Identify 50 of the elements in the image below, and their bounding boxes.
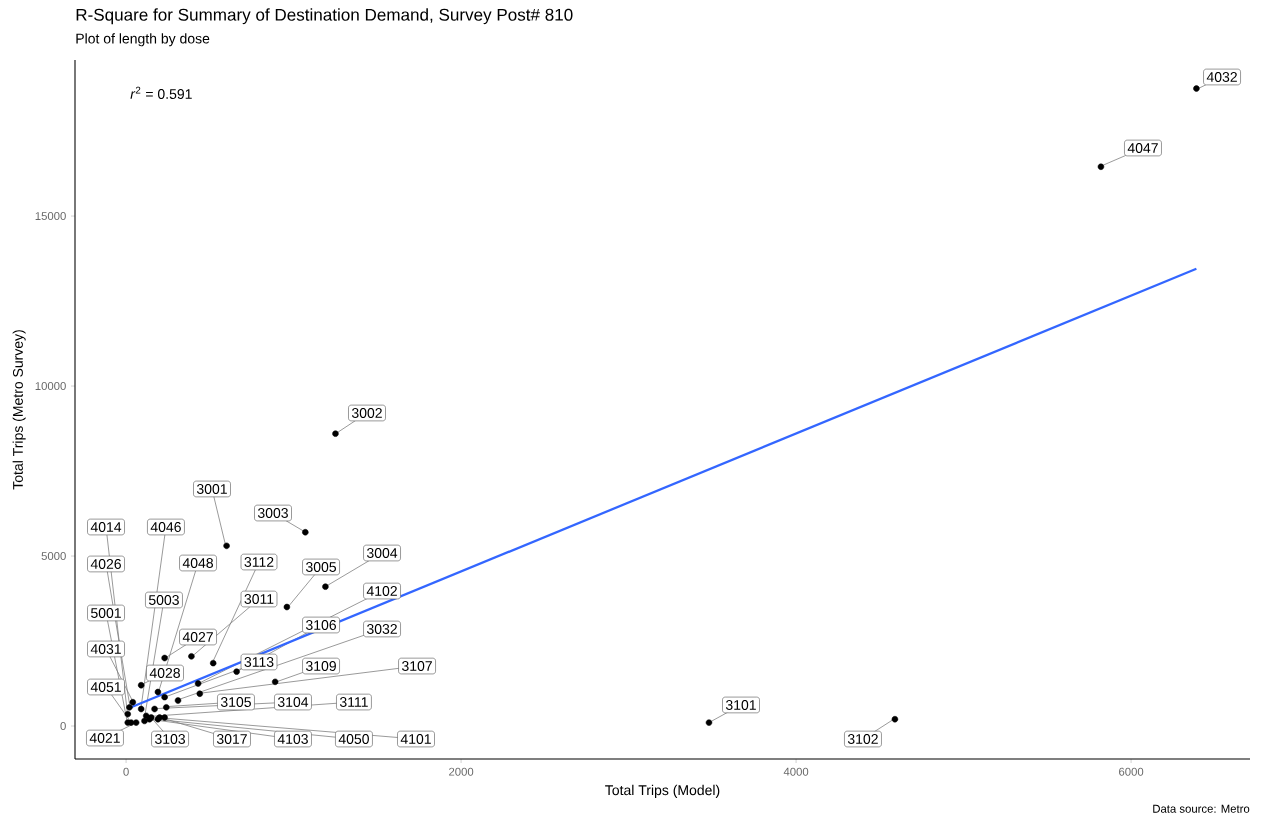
annotation: 4032 bbox=[1206, 72, 1237, 82]
annotation: 3005 bbox=[306, 562, 337, 572]
annotation: 3111 bbox=[339, 697, 368, 707]
annotation: 3107 bbox=[402, 661, 432, 671]
annotation: 4027 bbox=[182, 632, 213, 642]
annotation: 4050 bbox=[338, 734, 369, 744]
annotation: 4047 bbox=[1127, 143, 1158, 153]
annotation: 4028 bbox=[149, 668, 180, 678]
annotation: 3032 bbox=[367, 624, 397, 634]
annotation: 3003 bbox=[257, 508, 288, 518]
annotation: 3103 bbox=[155, 734, 186, 744]
y-tick-label: 10000 bbox=[35, 382, 66, 391]
annotation: 4031 bbox=[90, 644, 121, 654]
x-tick-label: 6000 bbox=[1119, 767, 1144, 776]
y-axis-title: Total Trips (Metro Survey) bbox=[12, 330, 26, 490]
source-note: Data source: Metro bbox=[1153, 804, 1250, 813]
annotation: 5003 bbox=[148, 595, 179, 605]
y-tick-label: 15000 bbox=[35, 212, 66, 221]
x-axis-title: Total Trips (Model) bbox=[605, 784, 720, 798]
x-tick-label: 0 bbox=[123, 767, 129, 776]
x-tick-label: 2000 bbox=[449, 767, 474, 776]
annotation: 3112 bbox=[244, 557, 274, 567]
chart-title: R-Square for Summary of Destination Demand, Survey Post# 810 bbox=[76, 8, 573, 25]
annotation: 3004 bbox=[367, 548, 398, 558]
annotation: 3104 bbox=[277, 697, 309, 707]
annotation: 4102 bbox=[366, 586, 397, 596]
annotation: 4046 bbox=[150, 522, 181, 532]
annotation: 4048 bbox=[182, 558, 213, 568]
annotation: 3101 bbox=[725, 700, 756, 710]
y-tick-label: 0 bbox=[60, 722, 66, 731]
annotation: 3105 bbox=[220, 697, 251, 707]
annotation: 5001 bbox=[91, 608, 121, 618]
annotation: 3113 bbox=[244, 657, 274, 667]
annotation: 4014 bbox=[90, 522, 122, 532]
annotation: 4021 bbox=[89, 733, 120, 743]
annotation: 3102 bbox=[847, 734, 878, 744]
annotation: r$^{2}$ = 0.591 bbox=[130, 86, 192, 99]
annotation: 4026 bbox=[90, 559, 121, 569]
y-tick-label: 5000 bbox=[41, 552, 66, 561]
x-tick-label: 4000 bbox=[783, 767, 809, 776]
annotation: 4101 bbox=[400, 734, 431, 744]
annotation: 3109 bbox=[306, 661, 336, 671]
annotation: 3002 bbox=[351, 408, 382, 418]
chart-subtitle: Plot of length by dose bbox=[76, 33, 210, 47]
annotation: 3106 bbox=[306, 620, 336, 630]
annotation: 3017 bbox=[216, 734, 247, 744]
annotation: 3011 bbox=[244, 594, 274, 604]
annotation: 4051 bbox=[90, 682, 121, 692]
annotation: 4103 bbox=[277, 734, 308, 744]
annotation: 3001 bbox=[196, 484, 227, 494]
